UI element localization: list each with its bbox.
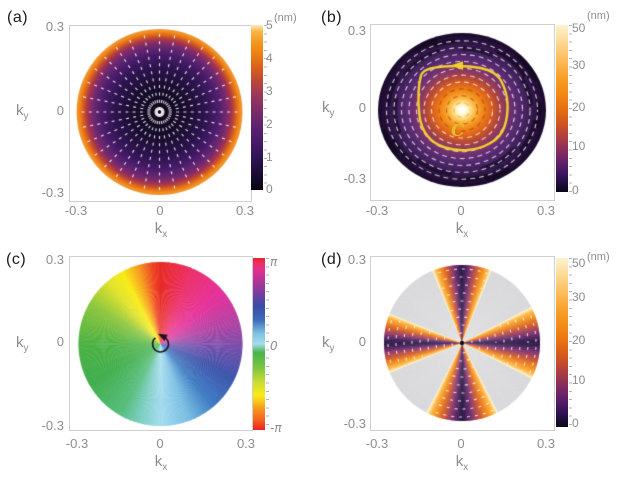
panel-c-label: (c) — [6, 251, 27, 268]
y-axis-tick: 0 — [358, 334, 366, 349]
axis-subscript: y — [23, 111, 29, 122]
colorbar-tick-label: 10 — [572, 373, 586, 387]
x-axis-tick: -0.3 — [64, 203, 88, 218]
colorbar-tick-label: 50 — [572, 21, 586, 35]
colorbar-tick-label: 0 — [266, 182, 273, 196]
colorbar-b — [556, 25, 572, 192]
colorbar-tick-label: 0 — [572, 183, 579, 197]
colorbar-tick-label: 20 — [572, 100, 586, 114]
axis-subscript: x — [463, 462, 469, 473]
y-axis-tick: 0 — [56, 334, 64, 349]
colorbar-tick-label: 30 — [572, 58, 586, 72]
y-axis-title: ky — [322, 334, 335, 354]
x-axis-tick: 0 — [156, 436, 164, 451]
contour-label-c: C — [451, 121, 465, 141]
panel-a-heatmap-canvas — [70, 26, 249, 199]
colorbar-tick-label: 50 — [572, 256, 586, 270]
panel-a-label: (a) — [7, 9, 29, 26]
panel-b-heatmap-canvas — [371, 25, 552, 198]
axis-subscript: x — [162, 229, 168, 240]
panel-d-heatmap-canvas — [371, 257, 552, 428]
panel-c: (c) 0.3 0 -0.3 ky -0.3 0 0.3 kx π 0 -π — [0, 245, 320, 491]
x-axis-tick: -0.3 — [365, 436, 389, 451]
colorbar-tick-label: 0 — [270, 339, 278, 353]
panel-d-label: (d) — [321, 251, 343, 268]
axis-subscript: y — [23, 343, 29, 354]
axis-subscript: x — [463, 229, 469, 240]
axis-subscript: y — [329, 108, 335, 119]
x-axis-title: kx — [455, 220, 469, 240]
y-axis-tick: 0.3 — [45, 19, 64, 34]
colorbar-tick-label: 30 — [572, 290, 586, 304]
colorbar-unit: (nm) — [587, 251, 610, 263]
y-axis-tick: 0.3 — [347, 23, 366, 38]
plot-frame-b: C — [370, 24, 555, 201]
colorbar-tick-label: 2 — [266, 117, 273, 131]
x-axis-title: kx — [154, 453, 168, 473]
plot-frame-c — [69, 256, 253, 431]
axis-subscript: y — [329, 343, 335, 354]
y-axis-tick: 0.3 — [45, 252, 64, 267]
x-axis-tick: 0.3 — [235, 203, 255, 218]
colorbar-tick-label: 0 — [572, 416, 579, 430]
x-axis-tick: 0.3 — [536, 436, 556, 451]
colorbar-c — [253, 258, 269, 430]
plot-frame-a — [69, 25, 252, 202]
colorbar-tick-label: 1 — [266, 150, 273, 164]
panel-b: (b) 0.3 0 -0.3 ky C -0.3 0 0.3 kx 50 30 … — [320, 0, 640, 246]
y-axis-title: ky — [322, 99, 335, 119]
colorbar-tick-label: 20 — [572, 333, 586, 347]
y-axis-tick: 0 — [56, 103, 64, 118]
y-axis-tick: -0.3 — [41, 418, 64, 433]
colorbar-tick-label: -π — [270, 421, 282, 435]
x-axis-tick: -0.3 — [65, 436, 89, 451]
x-axis-tick: 0.3 — [236, 436, 256, 451]
y-axis-tick: 0.3 — [347, 252, 366, 267]
panel-b-label: (b) — [321, 9, 343, 26]
colorbar-tick-label: 4 — [266, 51, 273, 65]
panel-c-phase-wheel-canvas — [70, 257, 250, 428]
colorbar-a — [251, 25, 267, 190]
panel-d: (d) 0.3 0 -0.3 ky -0.3 0 0.3 kx 50 30 20… — [320, 245, 640, 491]
panel-a: (a) 0.3 0 -0.3 ky -0.3 0 0.3 kx 5 4 3 2 … — [0, 0, 320, 246]
x-axis-tick: -0.3 — [365, 203, 389, 218]
colorbar-tick-label: 5 — [266, 18, 273, 32]
x-axis-tick: 0 — [457, 436, 465, 451]
colorbar-unit: (nm) — [587, 10, 610, 22]
colorbar-tick-label: 3 — [266, 84, 273, 98]
x-axis-tick: 0 — [156, 203, 164, 218]
y-axis-tick: -0.3 — [343, 171, 366, 186]
x-axis-title: kx — [154, 220, 168, 240]
x-axis-tick: 0 — [457, 203, 465, 218]
y-axis-tick: -0.3 — [343, 416, 366, 431]
colorbar-tick-label: 10 — [572, 139, 586, 153]
colorbar-unit: (nm) — [274, 12, 297, 24]
colorbar-tick-label: π — [270, 255, 278, 269]
y-axis-title: ky — [16, 334, 29, 354]
x-axis-tick: 0.3 — [536, 203, 556, 218]
plot-frame-d — [370, 256, 555, 431]
y-axis-title: ky — [16, 102, 29, 122]
y-axis-tick: -0.3 — [41, 185, 64, 200]
axis-subscript: x — [162, 462, 168, 473]
y-axis-tick: 0 — [358, 100, 366, 115]
colorbar-d — [556, 258, 572, 427]
x-axis-title: kx — [455, 453, 469, 473]
